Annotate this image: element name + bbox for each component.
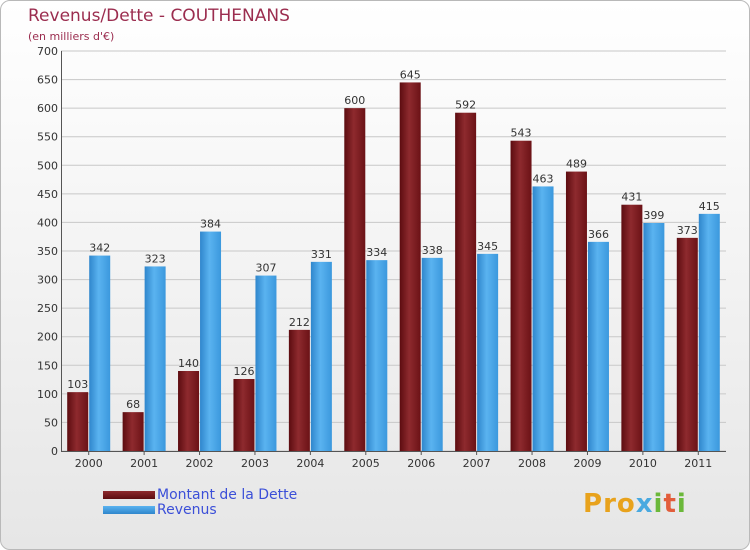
bar-dette bbox=[455, 112, 477, 451]
logo-letter: r bbox=[603, 489, 617, 519]
bar-revenus bbox=[421, 257, 443, 451]
y-tick-label: 450 bbox=[37, 188, 58, 201]
value-label-dette: 103 bbox=[67, 378, 88, 391]
legend-swatch-debt bbox=[103, 491, 155, 499]
value-label-revenus: 399 bbox=[643, 209, 664, 222]
legend-label-revenus: Revenus bbox=[157, 502, 217, 518]
bar-dette bbox=[178, 371, 200, 451]
x-tick-label: 2006 bbox=[407, 457, 435, 470]
bar-dette bbox=[67, 392, 89, 451]
bar-revenus bbox=[255, 275, 277, 451]
y-tick-label: 350 bbox=[37, 245, 58, 258]
x-tick-label: 2004 bbox=[296, 457, 324, 470]
legend-swatch-revenus bbox=[103, 506, 155, 514]
x-tick-label: 2000 bbox=[75, 457, 103, 470]
value-label-dette: 645 bbox=[400, 68, 421, 81]
y-tick-label: 100 bbox=[37, 388, 58, 401]
value-label-revenus: 345 bbox=[477, 240, 498, 253]
y-tick-label: 50 bbox=[44, 416, 58, 429]
bar-revenus bbox=[89, 255, 111, 451]
logo-letter: x bbox=[635, 489, 654, 519]
legend-label-debt: Montant de la Dette bbox=[157, 487, 298, 503]
value-label-dette: 543 bbox=[511, 127, 532, 140]
x-tick-label: 2007 bbox=[463, 457, 491, 470]
x-tick-label: 2010 bbox=[629, 457, 657, 470]
value-label-dette: 68 bbox=[126, 398, 140, 411]
logo-letter: i bbox=[653, 489, 664, 519]
x-tick-label: 2009 bbox=[573, 457, 601, 470]
value-label-revenus: 463 bbox=[533, 172, 554, 185]
bar-revenus bbox=[587, 241, 609, 451]
value-label-dette: 140 bbox=[178, 357, 199, 370]
y-tick-label: 150 bbox=[37, 359, 58, 372]
logo-letter: P bbox=[583, 489, 604, 519]
value-label-dette: 212 bbox=[289, 316, 310, 329]
x-tick-label: 2001 bbox=[130, 457, 158, 470]
value-label-revenus: 323 bbox=[145, 252, 166, 265]
x-tick-label: 2005 bbox=[352, 457, 380, 470]
bar-revenus bbox=[532, 186, 554, 451]
bar-revenus bbox=[144, 266, 166, 451]
y-tick-label: 400 bbox=[37, 216, 58, 229]
bar-revenus bbox=[310, 261, 332, 451]
bar-revenus bbox=[698, 213, 720, 451]
bar-dette bbox=[621, 204, 643, 451]
value-label-revenus: 415 bbox=[699, 200, 720, 213]
value-label-dette: 126 bbox=[233, 365, 254, 378]
bar-revenus bbox=[366, 260, 388, 451]
y-tick-label: 700 bbox=[37, 45, 58, 58]
y-tick-label: 500 bbox=[37, 159, 58, 172]
x-tick-label: 2011 bbox=[684, 457, 712, 470]
bar-dette bbox=[344, 108, 366, 452]
chart-title: Revenus/Dette - COUTHENANS bbox=[28, 6, 290, 26]
value-label-dette: 489 bbox=[566, 158, 587, 171]
y-tick-label: 250 bbox=[37, 302, 58, 315]
x-tick-label: 2002 bbox=[186, 457, 214, 470]
x-tick-label: 2003 bbox=[241, 457, 269, 470]
chart-subtitle: (en milliers d'€) bbox=[28, 30, 115, 43]
x-tick-label: 2008 bbox=[518, 457, 546, 470]
logo-letter: t bbox=[663, 489, 677, 519]
logo-letter: o bbox=[616, 489, 636, 519]
bar-dette bbox=[399, 82, 421, 451]
y-tick-label: 200 bbox=[37, 331, 58, 344]
value-label-revenus: 334 bbox=[366, 246, 387, 259]
bar-revenus bbox=[200, 231, 222, 451]
proxiti-logo: Proxiti bbox=[583, 489, 687, 519]
value-label-dette: 600 bbox=[344, 94, 365, 107]
bar-dette bbox=[510, 140, 532, 451]
bar-dette bbox=[565, 171, 587, 452]
y-tick-label: 300 bbox=[37, 274, 58, 287]
value-label-dette: 373 bbox=[677, 224, 698, 237]
bar-dette bbox=[122, 412, 144, 451]
value-label-dette: 431 bbox=[621, 191, 642, 204]
value-label-revenus: 307 bbox=[255, 262, 276, 275]
bar-dette bbox=[676, 237, 698, 451]
value-label-revenus: 331 bbox=[311, 248, 332, 261]
value-label-dette: 592 bbox=[455, 99, 476, 112]
logo-letter: i bbox=[676, 489, 687, 519]
bar-dette bbox=[233, 379, 255, 451]
value-label-revenus: 338 bbox=[422, 244, 443, 257]
value-label-revenus: 366 bbox=[588, 228, 609, 241]
y-tick-label: 550 bbox=[37, 131, 58, 144]
value-label-revenus: 342 bbox=[89, 242, 110, 255]
bar-dette bbox=[288, 329, 310, 451]
value-label-revenus: 384 bbox=[200, 218, 221, 231]
y-tick-label: 0 bbox=[51, 445, 58, 458]
y-tick-label: 600 bbox=[37, 102, 58, 115]
bar-revenus bbox=[477, 253, 499, 451]
bar-revenus bbox=[643, 223, 665, 451]
y-tick-label: 650 bbox=[37, 74, 58, 87]
